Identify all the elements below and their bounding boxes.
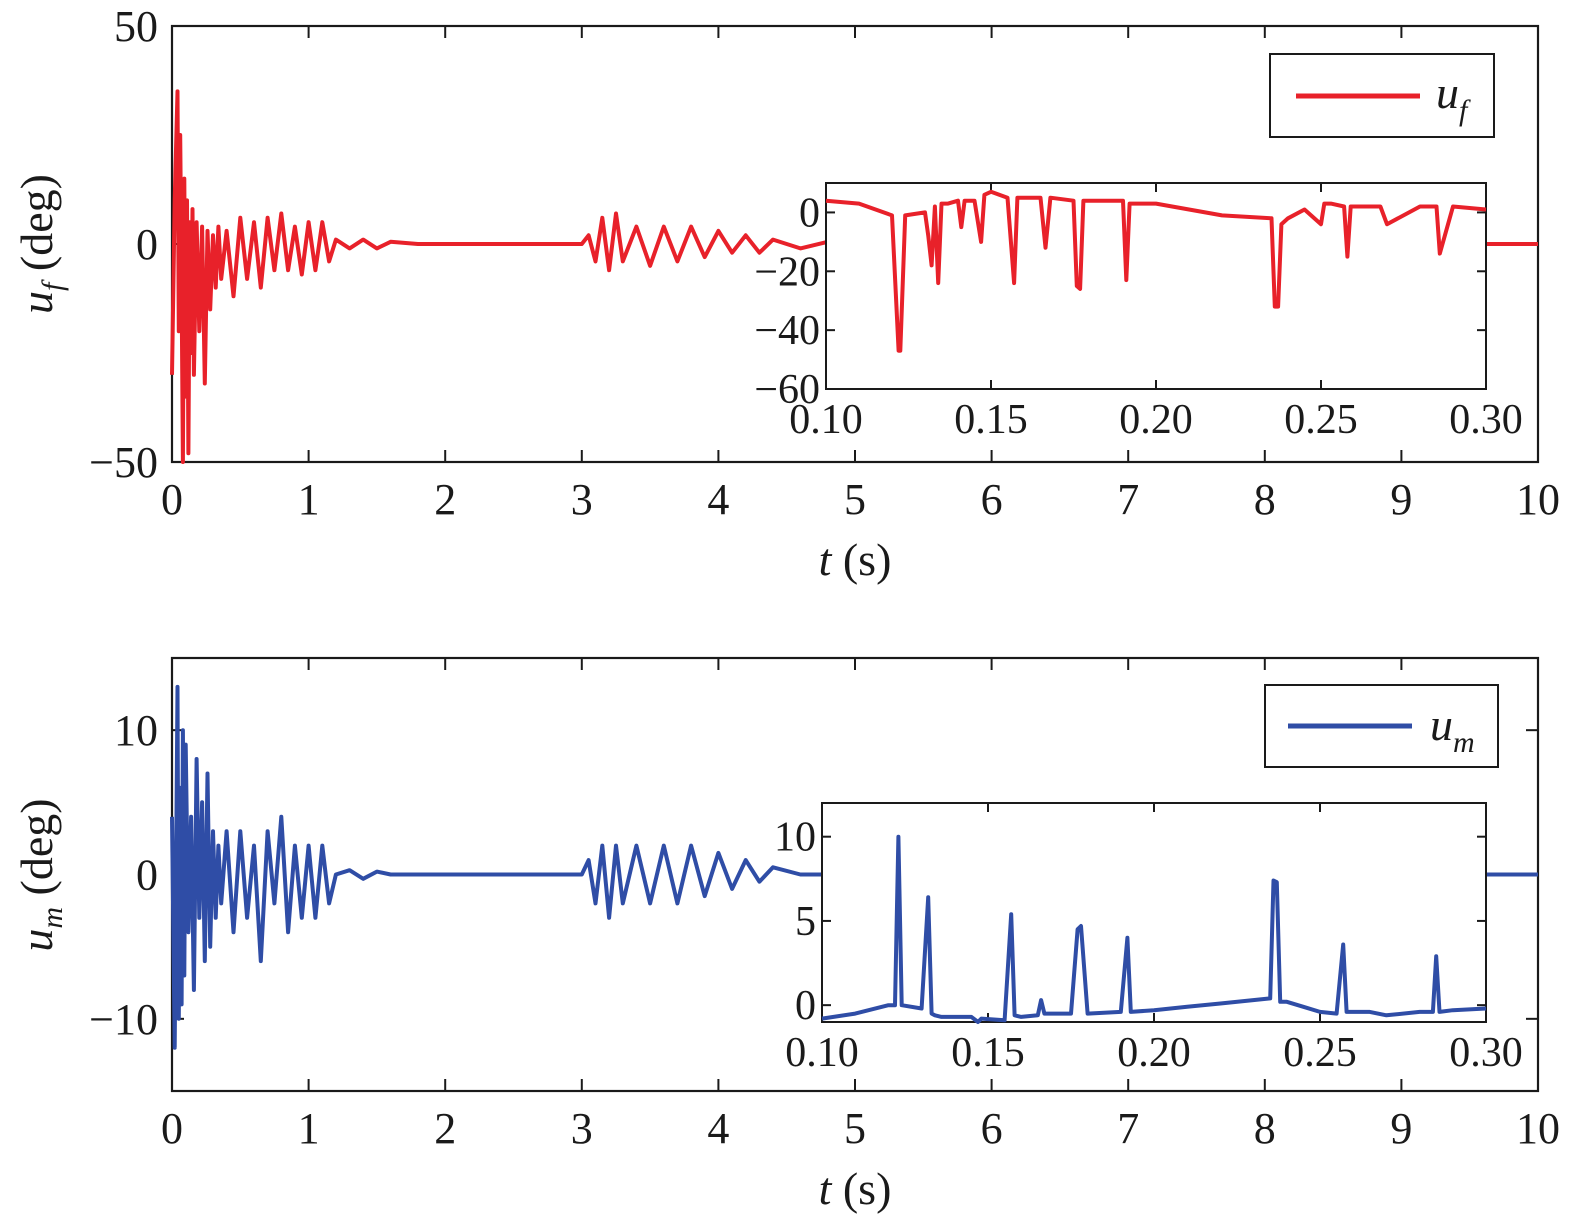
inset-y-tick-label: 10 — [774, 815, 816, 861]
inset-x-tick-label: 0.10 — [789, 397, 863, 443]
inset-x-tick-label: 0.15 — [951, 1030, 1025, 1076]
x-tick-label: 8 — [1254, 475, 1276, 524]
x-axis-label-top: t (s) — [819, 534, 892, 585]
inset-ticks-top: 0.10 0.15 0.20 0.25 0.30 0 −20 −40 −60 — [754, 183, 1523, 443]
x-tick-label: 0 — [161, 475, 183, 524]
x-tick-label: 10 — [1516, 475, 1560, 524]
legend-top: uf — [1269, 53, 1495, 138]
x-tick-label: 7 — [1117, 1104, 1139, 1153]
inset-y-tick-label: 0 — [799, 190, 820, 236]
inset-x-tick-label: 0.20 — [1119, 397, 1193, 443]
x-tick-label: 6 — [981, 1104, 1003, 1153]
inset-y-tick-label: −40 — [754, 308, 820, 354]
x-tick-label: 1 — [298, 475, 320, 524]
inset-y-tick-label: 5 — [795, 899, 816, 945]
x-tick-label: 4 — [707, 475, 729, 524]
inset-x-tick-label: 0.30 — [1449, 1030, 1523, 1076]
inset-y-tick-label: −20 — [754, 249, 820, 295]
series-line-uf — [170, 89, 1538, 464]
inset-series-line-uf — [825, 189, 1487, 353]
inset-x-tick-label: 0.20 — [1117, 1030, 1191, 1076]
x-tick-label: 2 — [434, 475, 456, 524]
legend-label-um: um — [1430, 699, 1475, 759]
inset-series-line-um — [821, 834, 1487, 1024]
x-tick-label: 0 — [161, 1104, 183, 1153]
x-tick-label: 1 — [298, 1104, 320, 1153]
x-tick-label: 4 — [707, 1104, 729, 1153]
x-axis-label-bottom: t (s) — [819, 1163, 892, 1214]
x-tick-label: 5 — [844, 475, 866, 524]
chart-panel-bottom: 0 1 2 3 4 5 6 7 8 9 10 10 0 −10 t (s) um (deg) um 0.1… — [11, 656, 1560, 1214]
inset-ticks-bottom: 0.10 0.15 0.20 0.25 0.30 10 5 0 — [774, 803, 1523, 1076]
x-tick-label: 3 — [571, 475, 593, 524]
legend-bottom: um — [1264, 684, 1499, 768]
y-tick-label: 50 — [114, 2, 158, 51]
x-tick-label: 9 — [1390, 1104, 1412, 1153]
inset-bottom: 0.10 0.15 0.20 0.25 0.30 10 5 0 — [774, 802, 1523, 1076]
x-tick-label: 6 — [981, 475, 1003, 524]
inset-x-tick-label: 0.25 — [1283, 1030, 1357, 1076]
tick-labels-bottom: 0 1 2 3 4 5 6 7 8 9 10 10 0 −10 — [89, 706, 1560, 1153]
y-axis-label-bottom: um (deg) — [11, 798, 69, 951]
y-tick-label: −50 — [89, 438, 158, 487]
y-tick-label: 0 — [136, 851, 158, 900]
y-tick-label: 10 — [114, 706, 158, 755]
y-tick-label: 0 — [136, 220, 158, 269]
inset-x-tick-label: 0.25 — [1284, 397, 1358, 443]
x-tick-label: 10 — [1516, 1104, 1560, 1153]
x-tick-label: 5 — [844, 1104, 866, 1153]
y-axis-label-top: uf (deg) — [11, 174, 69, 314]
inset-top: 0.10 0.15 0.20 0.25 0.30 0 −20 −40 −60 — [754, 182, 1523, 443]
inset-y-tick-label: −60 — [754, 367, 820, 413]
x-tick-label: 8 — [1254, 1104, 1276, 1153]
inset-x-tick-label: 0.10 — [785, 1030, 859, 1076]
x-tick-label: 3 — [571, 1104, 593, 1153]
x-tick-label: 2 — [434, 1104, 456, 1153]
inset-x-tick-label: 0.15 — [954, 397, 1028, 443]
axis-ticks-top — [171, 25, 1539, 463]
x-tick-label: 7 — [1117, 475, 1139, 524]
x-tick-label: 9 — [1390, 475, 1412, 524]
inset-x-tick-label: 0.30 — [1449, 397, 1523, 443]
series-line-um — [170, 684, 1538, 1050]
y-tick-label: −10 — [89, 995, 158, 1044]
inset-y-tick-label: 0 — [795, 983, 816, 1029]
